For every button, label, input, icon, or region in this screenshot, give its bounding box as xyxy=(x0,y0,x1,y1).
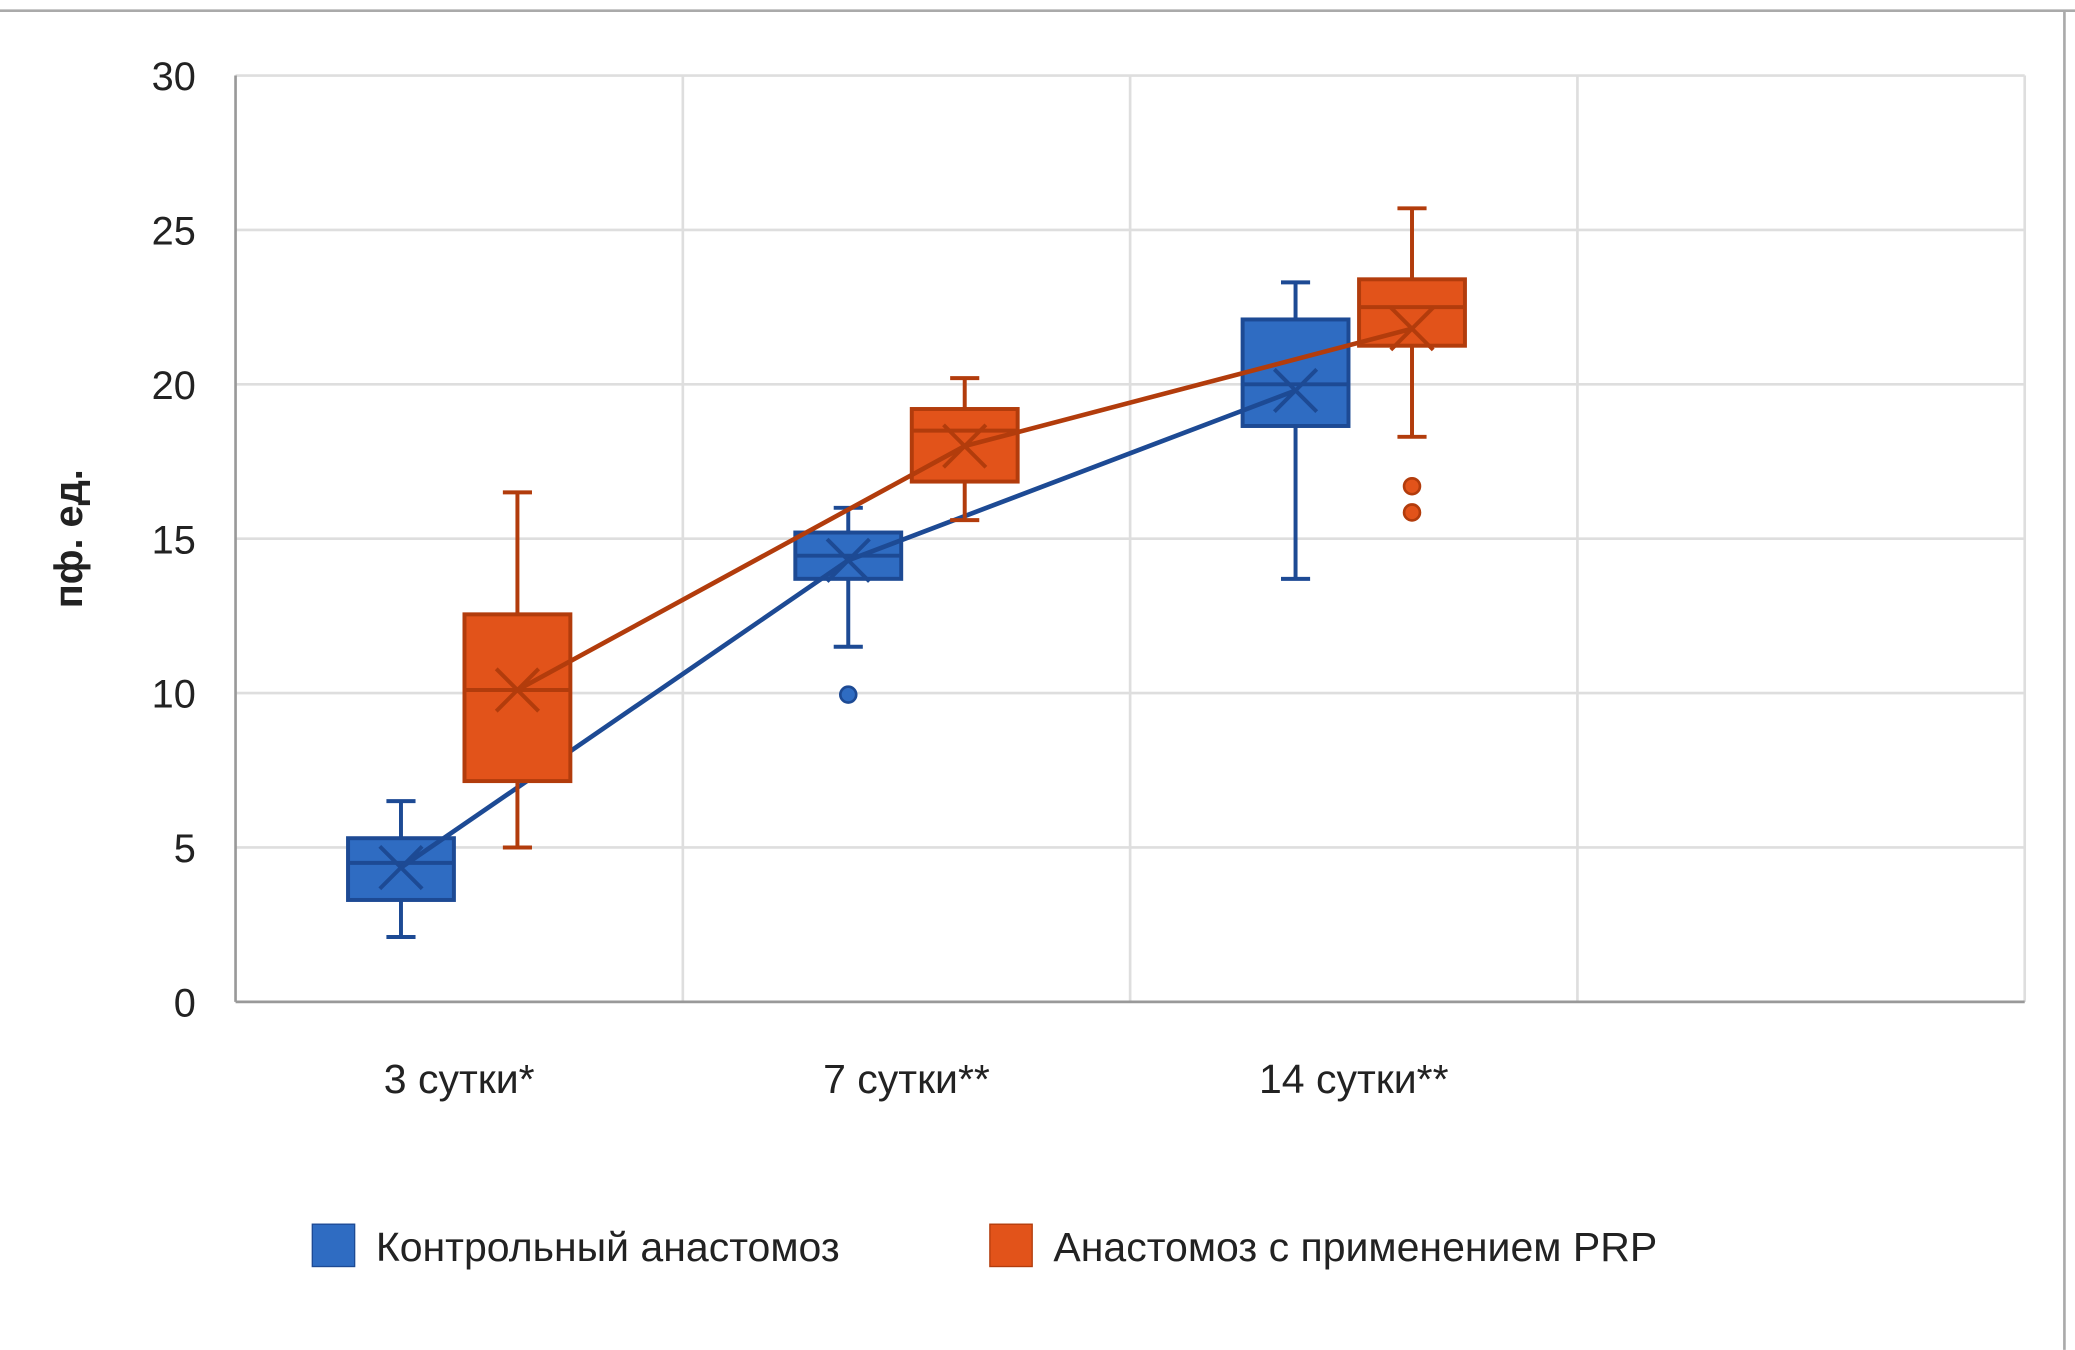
legend: Контрольный анастомоз Анастомоз с примен… xyxy=(311,1223,1657,1270)
legend-label-control: Контрольный анастомоз xyxy=(376,1224,840,1270)
y-tick-labels: 0 5 10 15 20 25 30 xyxy=(152,55,196,1025)
legend-swatch-prp xyxy=(989,1223,1033,1268)
y-tick-label: 10 xyxy=(152,673,196,717)
y-tick-label: 0 xyxy=(174,981,196,1025)
x-category-label: 3 сутки* xyxy=(384,1056,535,1102)
y-tick-label: 25 xyxy=(152,209,196,253)
y-tick-label: 5 xyxy=(174,827,196,871)
mean-line xyxy=(516,326,1413,693)
y-tick-label: 20 xyxy=(152,364,196,408)
mean-marker xyxy=(1389,306,1435,352)
legend-item-prp[interactable]: Анастомоз с применением PRP xyxy=(989,1223,1657,1270)
outlier-point xyxy=(838,685,858,704)
x-category-label: 14 сутки** xyxy=(1259,1056,1449,1102)
legend-label-prp: Анастомоз с применением PRP xyxy=(1053,1224,1657,1270)
gridlines xyxy=(234,74,2027,1004)
y-tick-label: 15 xyxy=(152,518,196,562)
outlier-point xyxy=(1402,503,1422,522)
outlier-point xyxy=(1402,476,1422,496)
series-1 xyxy=(462,206,1467,850)
box xyxy=(1240,317,1351,428)
box xyxy=(462,612,573,784)
y-axis-label: пф. ед. xyxy=(47,469,91,608)
x-category-labels: 3 сутки* 7 сутки** 14 сутки** xyxy=(384,1056,1449,1102)
box xyxy=(1357,277,1467,348)
plot-area xyxy=(346,206,1467,940)
legend-item-control[interactable]: Контрольный анастомоз xyxy=(311,1223,840,1270)
y-tick-label: 30 xyxy=(152,55,196,99)
x-category-label: 7 сутки** xyxy=(823,1056,990,1102)
legend-swatch-control xyxy=(311,1223,356,1268)
